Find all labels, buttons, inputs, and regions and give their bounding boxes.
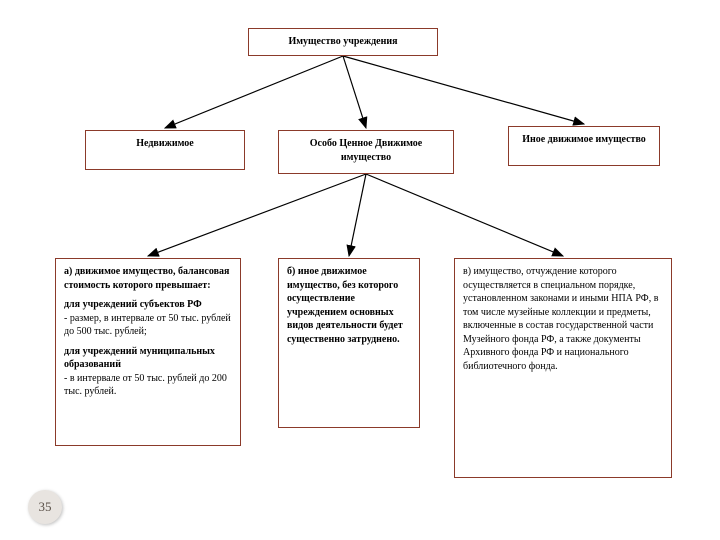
node-detail-a-line: для учреждений субъектов РФ (64, 298, 232, 312)
page-number-badge: 35 (28, 490, 62, 524)
node-inoe: Иное движимое имущество (508, 126, 660, 166)
node-detail-a-line: - в интервале от 50 тыс. рублей до 200 т… (64, 372, 232, 399)
connector-arrow (366, 174, 563, 256)
node-detail-b-text: б) иное движимое имущество, без которого… (287, 266, 403, 345)
node-inoe-label: Иное движимое имущество (522, 134, 646, 145)
connector-arrow (349, 174, 366, 256)
node-detail-c: в) имущество, отчуждение которого осущес… (454, 258, 672, 478)
node-nedvizhimoe-label: Недвижимое (136, 138, 193, 149)
node-root: Имущество учреждения (248, 28, 438, 56)
node-detail-c-text: в) имущество, отчуждение которого осущес… (463, 266, 658, 372)
connector-arrow (148, 174, 366, 256)
node-detail-a-line: для учреждений муниципальных образований (64, 345, 232, 372)
node-root-label: Имущество учреждения (288, 36, 397, 47)
node-detail-a-line: а) движимое имущество, балансовая стоимо… (64, 265, 232, 292)
node-otsdi: Особо Ценное Движимое имущество (278, 130, 454, 174)
connector-arrow (343, 56, 584, 124)
connector-arrow (165, 56, 343, 128)
node-otsdi-label: Особо Ценное Движимое имущество (310, 138, 422, 163)
page-number: 35 (39, 499, 52, 515)
node-nedvizhimoe: Недвижимое (85, 130, 245, 170)
node-detail-a-line: - размер, в интервале от 50 тыс. рублей … (64, 312, 232, 339)
connector-arrow (343, 56, 366, 128)
node-detail-a: а) движимое имущество, балансовая стоимо… (55, 258, 241, 446)
node-detail-b: б) иное движимое имущество, без которого… (278, 258, 420, 428)
